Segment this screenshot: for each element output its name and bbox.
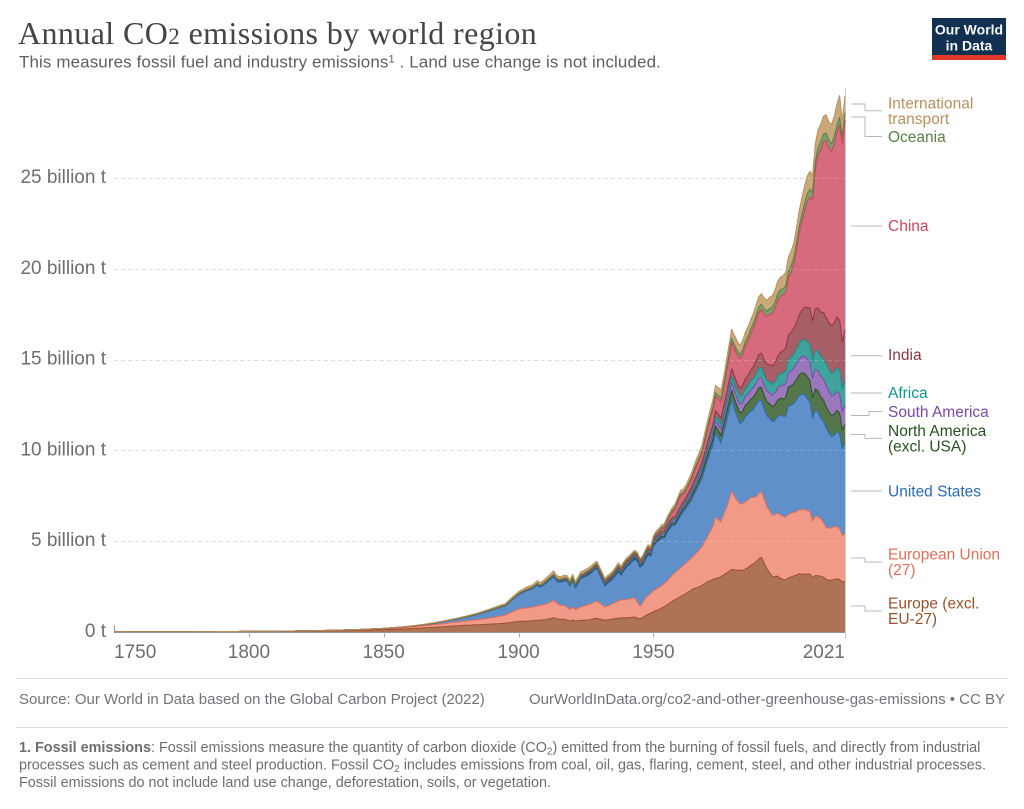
svg-text:Oceania: Oceania <box>888 129 946 146</box>
svg-text:North America: North America <box>888 423 987 440</box>
svg-text:2021: 2021 <box>803 642 845 663</box>
svg-text:(27): (27) <box>888 562 916 579</box>
svg-text:Source: Our World in Data base: Source: Our World in Data based on the G… <box>19 691 485 708</box>
svg-text:in Data: in Data <box>946 38 993 54</box>
svg-text:Africa: Africa <box>888 385 928 402</box>
svg-text:1950: 1950 <box>632 642 674 663</box>
svg-text:EU-27): EU-27) <box>888 611 937 628</box>
svg-text:Annual CO2 emissions by world: Annual CO2 emissions by world region <box>18 15 537 51</box>
svg-text:1850: 1850 <box>363 642 405 663</box>
svg-text:1800: 1800 <box>228 642 270 663</box>
svg-text:This measures fossil fuel and: This measures fossil fuel and industry e… <box>19 53 661 72</box>
svg-text:South America: South America <box>888 404 989 421</box>
svg-text:(excl. USA): (excl. USA) <box>888 439 966 456</box>
svg-text:transport: transport <box>888 111 950 128</box>
svg-text:20 billion t: 20 billion t <box>20 258 106 279</box>
svg-text:International: International <box>888 96 973 113</box>
svg-text:OurWorldInData.org/co2-and-oth: OurWorldInData.org/co2-and-other-greenho… <box>529 691 1005 708</box>
svg-text:India: India <box>888 347 922 364</box>
svg-text:0 t: 0 t <box>85 621 107 642</box>
svg-text:processes such as cement and s: processes such as cement and steel produ… <box>19 758 986 776</box>
svg-text:China: China <box>888 218 929 235</box>
svg-text:Our World: Our World <box>935 22 1003 38</box>
svg-text:10 billion t: 10 billion t <box>20 439 106 460</box>
svg-text:1750: 1750 <box>114 642 156 663</box>
svg-text:United States: United States <box>888 483 981 500</box>
svg-text:1. Fossil emissions: Fossil em: 1. Fossil emissions: Fossil emissions me… <box>19 740 980 758</box>
svg-text:1900: 1900 <box>497 642 539 663</box>
svg-text:Europe (excl.: Europe (excl. <box>888 596 979 613</box>
svg-text:25 billion t: 25 billion t <box>20 167 106 188</box>
svg-text:5 billion t: 5 billion t <box>31 530 107 551</box>
svg-text:Fossil emissions do not includ: Fossil emissions do not include land use… <box>19 775 551 791</box>
svg-text:15 billion t: 15 billion t <box>20 349 106 370</box>
svg-text:European Union: European Union <box>888 547 1000 564</box>
